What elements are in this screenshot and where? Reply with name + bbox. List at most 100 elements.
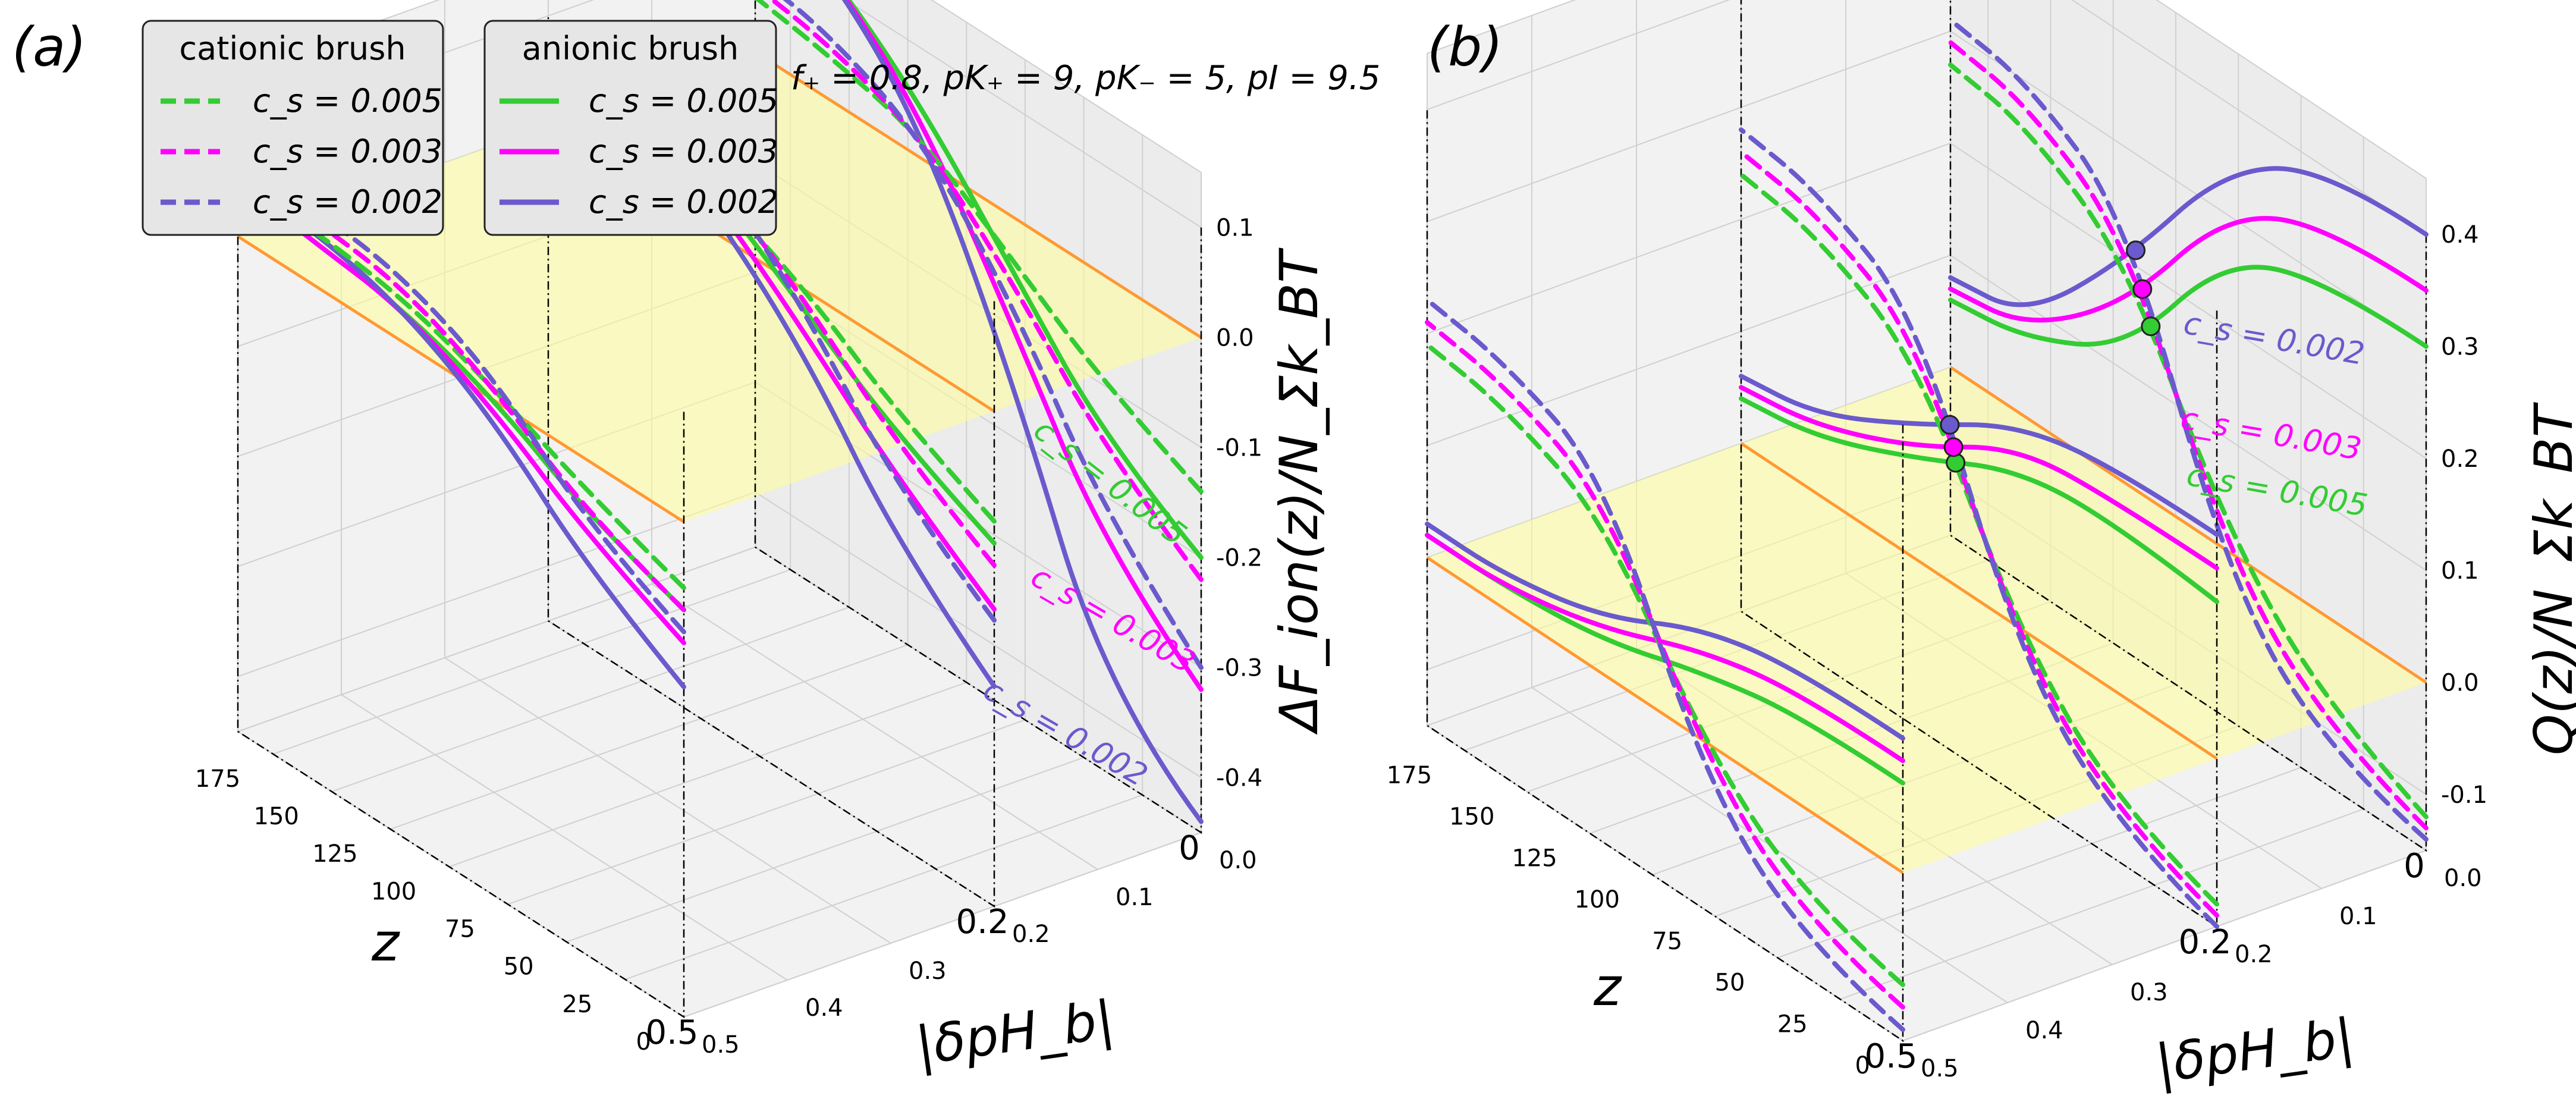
series-line-anionic-cs-0003 [235, 179, 686, 645]
grid-line-dph [1531, 15, 2008, 1003]
z-tick-label: 0.0 [1216, 325, 1254, 352]
y-tick-label: 0.5 [1921, 1055, 1959, 1082]
z-tick-label: -0.3 [1216, 655, 1262, 682]
legend-anionic-title: anionic brush [522, 30, 739, 67]
axis-label-a-dph: |δpH_b| [912, 988, 1118, 1078]
zero-line [1740, 442, 2218, 760]
legend-cationic-box [142, 20, 444, 236]
z-tick-label: 0.1 [1216, 215, 1254, 242]
legend-cationic-label-0002: c_s = 0.002 [253, 183, 442, 221]
y-tick-label: 0.3 [909, 957, 947, 985]
zero-plane [1427, 367, 2426, 873]
y-tick-label: 0.2 [1012, 921, 1050, 948]
panel-label-a: (a) [12, 16, 86, 79]
z-tick-label: 0.2 [2441, 445, 2479, 473]
series-line-anionic-cs-0002 [235, 179, 686, 689]
x-tick-label: 125 [1512, 844, 1557, 872]
y-tick-label: 0.0 [2444, 865, 2482, 892]
grid-line-value [1427, 0, 2427, 236]
series-line-anionic-cs-0002 [1739, 373, 2219, 537]
series-line-cationic-cs-0003 [235, 168, 686, 613]
slice-frame [1426, 109, 1904, 1043]
series-line-anionic-cs-0005 [1739, 396, 2219, 604]
slice-label: 0.2 [956, 903, 1009, 941]
y-tick-label: 0.5 [702, 1031, 740, 1059]
y-tick-label: 0.2 [2235, 941, 2273, 968]
zero-line [1949, 366, 2427, 684]
slice-frame [1949, 0, 2427, 852]
z-tick-label: 0.0 [2441, 670, 2479, 697]
crossing-marker [2126, 240, 2146, 260]
series-line-cationic-cs-0005 [235, 179, 686, 591]
legend-anionic: anionic brush c_s = 0.005 c_s = 0.003 c_… [483, 20, 778, 236]
series-line-cationic-cs-0003 [1948, 40, 2429, 831]
zero-plane [238, 52, 1201, 522]
z-tick-label: -0.2 [1216, 545, 1262, 572]
grid-line-value [1427, 142, 2427, 459]
y-tick-label: 0.0 [1219, 847, 1257, 874]
slice-label: 0 [2404, 847, 2425, 886]
series-line-anionic-cs-0002 [1948, 166, 2429, 307]
series-line-cationic-cs-0002 [546, 24, 997, 623]
series-line-anionic-cs-0003 [1948, 216, 2429, 323]
legend-cationic-title: cationic brush [179, 30, 406, 67]
series-line-anionic-cs-0003 [1739, 385, 2219, 571]
z-tick-label: -0.4 [1216, 765, 1262, 792]
panel-b: 00.20.502550751001251501750.00.10.20.30.… [1387, 0, 2487, 1082]
series-line-cationic-cs-0005 [755, 0, 1204, 494]
x-tick-label: 100 [371, 878, 416, 905]
z-tick-label: 0.3 [2441, 334, 2479, 361]
x-tick-label: 150 [1449, 803, 1494, 831]
series-line-anionic-cs-0005 [1948, 265, 2429, 349]
z-tick-label: -0.1 [2441, 781, 2487, 809]
series-line-cationic-cs-0002 [1425, 297, 1905, 1032]
x-tick-label: 175 [1387, 762, 1432, 789]
axis-label-a-z: z [371, 912, 400, 973]
x-tick-label: 125 [312, 840, 357, 868]
slice-label: 0.5 [1864, 1037, 1917, 1076]
legend-cationic-label-0003: c_s = 0.003 [253, 133, 442, 170]
x-tick-label: 75 [445, 916, 475, 943]
y-tick-label: 0.4 [2025, 1017, 2063, 1044]
series-line-cationic-cs-0003 [1425, 320, 1905, 1010]
axis-label-b-z: z [1593, 956, 1622, 1018]
legend-anionic-label-0003: c_s = 0.003 [589, 133, 778, 170]
legend-cationic-label-0005: c_s = 0.005 [253, 82, 442, 120]
x-tick-label: 50 [504, 953, 534, 981]
x-tick-label: 25 [1777, 1010, 1808, 1038]
x-tick-label: 0 [636, 1028, 651, 1056]
y-tick-label: 0.4 [805, 994, 843, 1022]
x-tick-label: 50 [1715, 969, 1745, 997]
series-line-cationic-cs-0002 [1948, 17, 2429, 842]
series-line-cationic-cs-0002 [783, 0, 1204, 670]
zero-line [1426, 556, 1904, 874]
legend-anionic-box [483, 20, 777, 236]
axis-label-b-q: Q(z)/N_Σk_BT [2523, 401, 2576, 755]
param-line: f₊ = 0.8, pK₊ = 9, pK₋ = 5, pI = 9.5 [791, 59, 1380, 98]
z-tick-label: -0.1 [1216, 435, 1262, 462]
legend-anionic-label-0002: c_s = 0.002 [589, 183, 778, 221]
x-tick-label: 75 [1652, 928, 1682, 955]
crossing-marker [1940, 415, 1960, 435]
series-line-anionic-cs-0002 [1425, 522, 1905, 741]
legend-cationic: cationic brush c_s = 0.005 c_s = 0.003 c… [142, 20, 444, 236]
y-tick-label: 0.1 [2339, 903, 2377, 930]
crossing-marker [2141, 316, 2161, 337]
axis-label-b-dph: |δpH_b| [2152, 1006, 2358, 1095]
z-tick-label: 0.4 [2441, 221, 2479, 249]
x-tick-label: 0 [1855, 1052, 1870, 1079]
series-line-cationic-cs-0002 [1739, 127, 2219, 929]
crossing-marker [1943, 437, 1964, 457]
y-tick-label: 0.3 [2130, 979, 2168, 1006]
x-tick-label: 25 [562, 991, 592, 1018]
series-line-cationic-cs-0003 [769, 0, 1204, 582]
series-line-anionic-cs-0002 [841, 0, 1204, 824]
slice-label: 0.5 [645, 1013, 698, 1052]
zero-line [754, 51, 1202, 339]
axis-label-a-fion: ΔF_ion(z)/N_Σk_BT [1268, 247, 1330, 735]
slice-frame [547, 15, 995, 908]
z-tick-label: 0.1 [2441, 557, 2479, 585]
slice-frame [237, 126, 685, 1019]
x-tick-label: 100 [1575, 886, 1620, 913]
